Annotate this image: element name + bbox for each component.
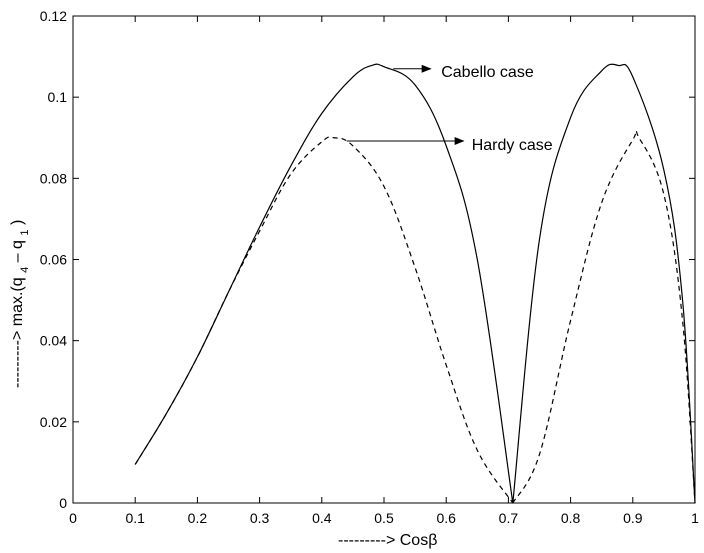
y-axis-ticks: 0 0.02 0.04 0.06 0.08 0.1 0.12 (40, 8, 695, 511)
x-tick-label: 0.4 (312, 510, 332, 526)
x-tick-label: 0.7 (499, 510, 519, 526)
x-tick-label: 0.6 (436, 510, 456, 526)
cabello-case-line (134, 63, 696, 504)
x-tick-label: 0.9 (623, 510, 643, 526)
y-axis-label: ---------> max.(q 4 – q 1 ) (9, 220, 31, 388)
annotations: Cabello case Hardy case (346, 64, 553, 154)
x-axis-ticks: 0 0.1 0.2 0.3 0.4 0.5 0.6 0.7 0.8 0.9 1 (69, 16, 699, 526)
y-axis-label-end: ) (9, 220, 26, 225)
y-tick-label: 0.08 (40, 170, 67, 186)
plot-frame (72, 15, 696, 504)
x-tick-label: 0.3 (250, 510, 270, 526)
y-tick-label: 0.12 (40, 8, 67, 24)
y-axis-label-sub2: 1 (19, 229, 31, 235)
y-tick-label: 0.06 (40, 252, 67, 268)
y-tick-label: 0.02 (40, 414, 67, 430)
hardy-case-line (134, 130, 696, 504)
y-axis-label-prefix: ---------> (9, 331, 26, 388)
x-tick-label: 0.8 (561, 510, 581, 526)
x-tick-label: 0.2 (188, 510, 208, 526)
series-lines (134, 63, 696, 504)
x-tick-label: 0.1 (125, 510, 145, 526)
y-tick-label: 0 (59, 495, 67, 511)
annotation-label: Cabello case (441, 64, 534, 81)
annotation-label: Hardy case (472, 137, 553, 154)
y-axis-label-mid: – q (9, 240, 26, 262)
x-tick-label: 0.5 (374, 510, 394, 526)
y-axis-label-main: max.(q (9, 277, 26, 326)
x-tick-label: 1 (691, 510, 699, 526)
x-tick-label: 0 (69, 510, 77, 526)
x-axis-label: ---------> Cosβ (338, 532, 437, 549)
y-tick-label: 0.1 (48, 89, 68, 105)
y-tick-label: 0.04 (40, 333, 67, 349)
y-axis-label-sub1: 4 (19, 267, 31, 273)
